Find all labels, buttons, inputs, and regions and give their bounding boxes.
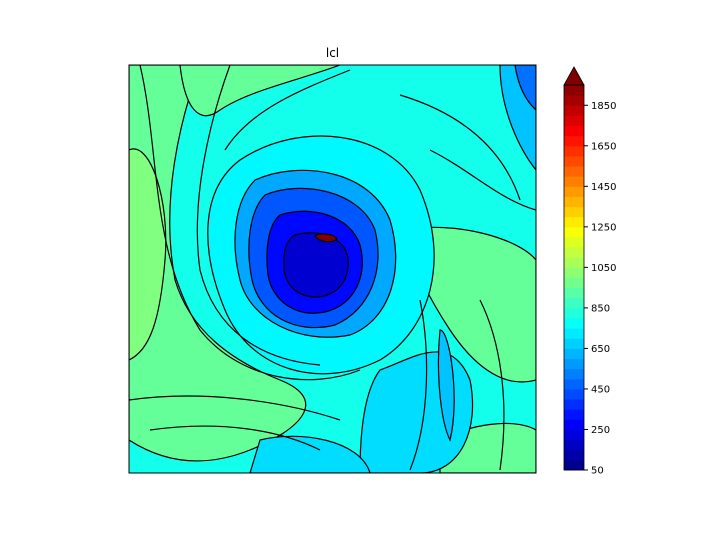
colorbar-band	[564, 409, 584, 420]
contour-line	[139, 65, 361, 381]
colorbar-band	[564, 226, 584, 238]
colorbar: 50 250 450 650 850 1050 1250 1450 1650 1850	[563, 66, 616, 477]
contour-region	[514, 65, 536, 111]
colorbar-band	[564, 236, 584, 248]
colorbar-band	[564, 388, 584, 400]
colorbar-band	[564, 176, 584, 187]
colorbar-band	[564, 368, 584, 380]
contour-line	[409, 299, 428, 471]
colorbar-band	[564, 297, 584, 309]
colorbar-band	[564, 459, 584, 471]
colorbar-band	[564, 429, 584, 441]
contour-line	[399, 94, 521, 201]
colorbar-tick-label: 1450	[591, 182, 616, 193]
colorbar-tick-label: 1650	[591, 141, 616, 152]
colorbar-band	[564, 85, 584, 96]
contour-region	[129, 65, 307, 462]
colorbar-tick-label: 650	[591, 344, 610, 355]
colorbar-band	[564, 449, 584, 461]
colorbar-band	[564, 439, 584, 451]
colorbar-band	[564, 247, 584, 258]
colorbar-extend-arrow	[563, 66, 585, 86]
contour-region	[314, 233, 338, 243]
colorbar-band	[564, 358, 584, 370]
colorbar-band	[564, 277, 584, 289]
colorbar-band	[564, 318, 584, 329]
colorbar-tick-label: 250	[591, 425, 610, 436]
contour-line	[149, 425, 321, 451]
colorbar-band	[564, 206, 584, 218]
plot-frame	[128, 64, 537, 474]
colorbar-band	[564, 115, 584, 127]
colorbar-band	[564, 105, 584, 116]
colorbar-band	[564, 338, 584, 349]
colorbar-tick-label: 1250	[591, 222, 616, 233]
colorbar-band	[564, 125, 584, 137]
colorbar-band	[564, 287, 584, 299]
colorbar-tick-label: 450	[591, 384, 610, 395]
colorbar-band	[564, 348, 584, 360]
colorbar-band	[564, 166, 584, 177]
contour-line	[224, 69, 351, 151]
contour-region	[437, 329, 455, 442]
colorbar-band	[564, 419, 584, 430]
colorbar-band	[564, 155, 584, 167]
colorbar-band	[564, 196, 584, 208]
colorbar-band	[564, 145, 584, 157]
colorbar-band	[564, 186, 584, 197]
colorbar-tick-label: 1850	[591, 101, 616, 112]
chart-title: lcl	[325, 46, 340, 60]
contour-line	[129, 395, 341, 421]
colorbar-band	[564, 216, 584, 228]
contour-region	[283, 232, 349, 298]
colorbar-frame	[563, 84, 585, 471]
colorbar-band	[564, 328, 584, 339]
contour-line	[479, 299, 505, 471]
colorbar-tick-label: 50	[591, 466, 604, 477]
colorbar-tick-label: 1050	[591, 263, 616, 274]
contour-line	[429, 149, 536, 211]
contour-region	[179, 65, 341, 117]
colorbar-band	[564, 257, 584, 268]
colorbar-band	[564, 378, 584, 390]
colorbar-band	[564, 399, 584, 410]
contour-region	[129, 148, 167, 361]
colorbar-band	[564, 267, 584, 278]
contour-line	[196, 65, 321, 366]
colorbar-tick-label: 850	[591, 303, 610, 314]
contour-map	[129, 65, 536, 473]
colorbar-band	[564, 135, 584, 147]
colorbar-band	[564, 307, 584, 319]
colorbar-band	[564, 95, 584, 106]
